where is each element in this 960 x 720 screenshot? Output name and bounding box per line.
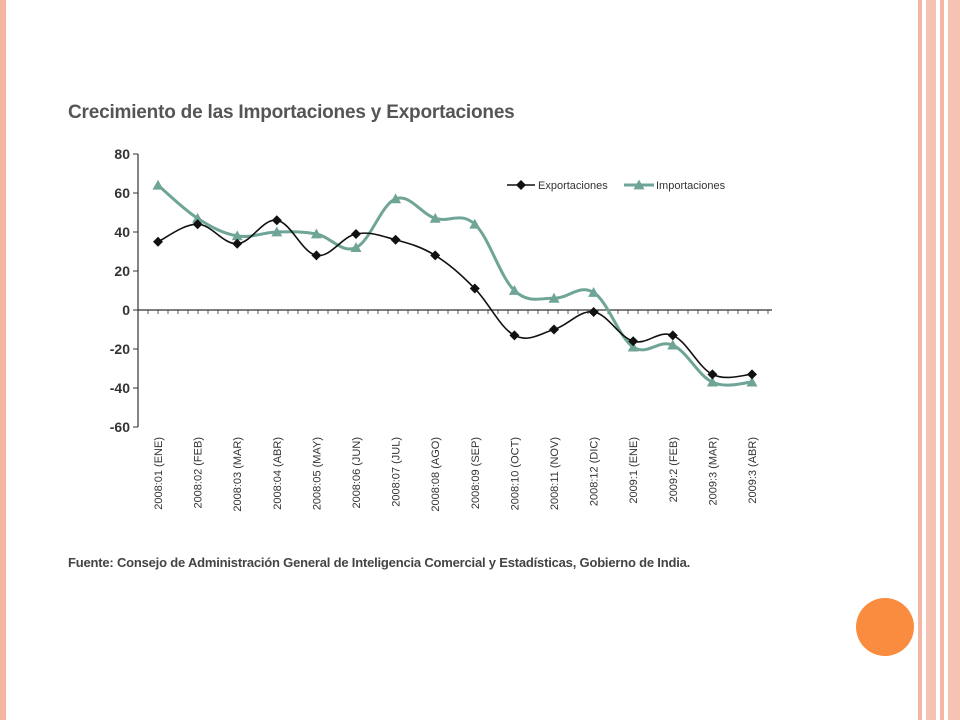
slide-right-border-1 [918, 0, 922, 720]
y-tick-label: 80 [114, 146, 130, 162]
slide-right-border-2 [926, 0, 936, 720]
data-point-exportaciones [271, 215, 282, 226]
x-category-label: 2008:09 (SEP) [470, 437, 482, 509]
y-tick-label: -40 [110, 380, 130, 396]
chart-legend: Exportaciones Importaciones [507, 179, 726, 192]
x-category-label: 2008:05 (MAY) [311, 437, 323, 510]
x-category-label: 2008:10 (OCT) [509, 437, 521, 510]
data-point-exportaciones [667, 330, 678, 341]
x-category-label: 2009:3 (ABR) [747, 437, 759, 504]
data-point-exportaciones [509, 330, 520, 341]
data-point-importaciones [231, 230, 243, 241]
y-tick-label: -60 [110, 419, 130, 435]
series-exportaciones [153, 215, 757, 380]
legend-marker-exportaciones [516, 180, 526, 190]
x-category-label: 2008:08 (AGO) [430, 437, 442, 512]
x-category-label: 2009:1 (ENE) [628, 437, 640, 504]
y-tick-label: -20 [110, 341, 130, 357]
data-point-exportaciones [628, 336, 639, 347]
data-point-exportaciones [351, 228, 361, 239]
legend-marker-importaciones [633, 179, 645, 190]
data-point-importaciones [152, 179, 164, 190]
x-category-label: 2008:06 (JUN) [351, 437, 363, 509]
data-point-importaciones [271, 226, 283, 237]
series-importaciones [152, 179, 758, 387]
data-point-importaciones [627, 341, 639, 352]
x-category-label: 2008:03 (MAR) [232, 437, 244, 512]
decorative-orange-circle [856, 598, 914, 656]
series-line-importaciones [157, 184, 753, 387]
data-point-importaciones [469, 218, 481, 229]
data-point-importaciones [310, 228, 322, 239]
chart-axes: 80 60 40 20 0 -20 -40 -60 2008:01 (ENE) 2008:02 (… [110, 146, 772, 512]
y-tick-label: 0 [122, 302, 130, 318]
data-point-importaciones [588, 286, 600, 297]
data-point-importaciones [706, 376, 718, 387]
data-point-importaciones [508, 285, 520, 295]
x-category-label: 2008:11 (NOV) [549, 437, 561, 510]
data-point-exportaciones [232, 238, 243, 249]
data-point-importaciones [429, 212, 441, 223]
x-category-label: 2008:12 (DIC) [589, 437, 601, 506]
series-line-exportaciones [157, 219, 753, 379]
data-point-importaciones [390, 193, 402, 204]
slide-right-border-4 [948, 0, 960, 720]
data-point-exportaciones [192, 219, 203, 230]
data-point-importaciones [548, 292, 560, 303]
y-tick-label: 40 [114, 224, 130, 240]
data-point-importaciones [667, 339, 679, 350]
chart-title: Crecimiento de las Importaciones y Expor… [68, 102, 515, 123]
data-point-exportaciones [390, 234, 401, 245]
y-tick-label: 60 [114, 185, 130, 201]
x-category-label: 2008:02 (FEB) [193, 437, 205, 509]
data-point-importaciones [192, 212, 204, 223]
data-point-exportaciones [707, 369, 718, 380]
source-note: Fuente: Consejo de Administración Genera… [68, 555, 691, 570]
legend-label-importaciones: Importaciones [656, 180, 726, 192]
x-category-label: 2009:2 (FEB) [668, 437, 680, 502]
y-tick-label: 20 [114, 263, 130, 279]
slide-right-border-3 [940, 0, 944, 720]
chart-series [152, 179, 758, 387]
x-category-label: 2009:3 (MAR) [707, 437, 719, 505]
data-point-exportaciones [430, 250, 441, 261]
x-category-label: 2008:01 (ENE) [153, 437, 165, 510]
data-point-exportaciones [747, 369, 757, 380]
data-point-exportaciones [549, 324, 559, 335]
data-point-importaciones [350, 242, 362, 252]
x-category-label: 2008:04 (ABR) [272, 437, 284, 510]
data-point-exportaciones [153, 236, 163, 247]
x-category-label: 2008:07 (JUL) [391, 437, 403, 507]
legend-label-exportaciones: Exportaciones [538, 180, 608, 192]
slide-left-border [0, 0, 6, 720]
data-point-exportaciones [469, 283, 480, 294]
data-point-exportaciones [588, 306, 599, 317]
data-point-exportaciones [311, 250, 322, 261]
data-point-importaciones [746, 376, 758, 387]
